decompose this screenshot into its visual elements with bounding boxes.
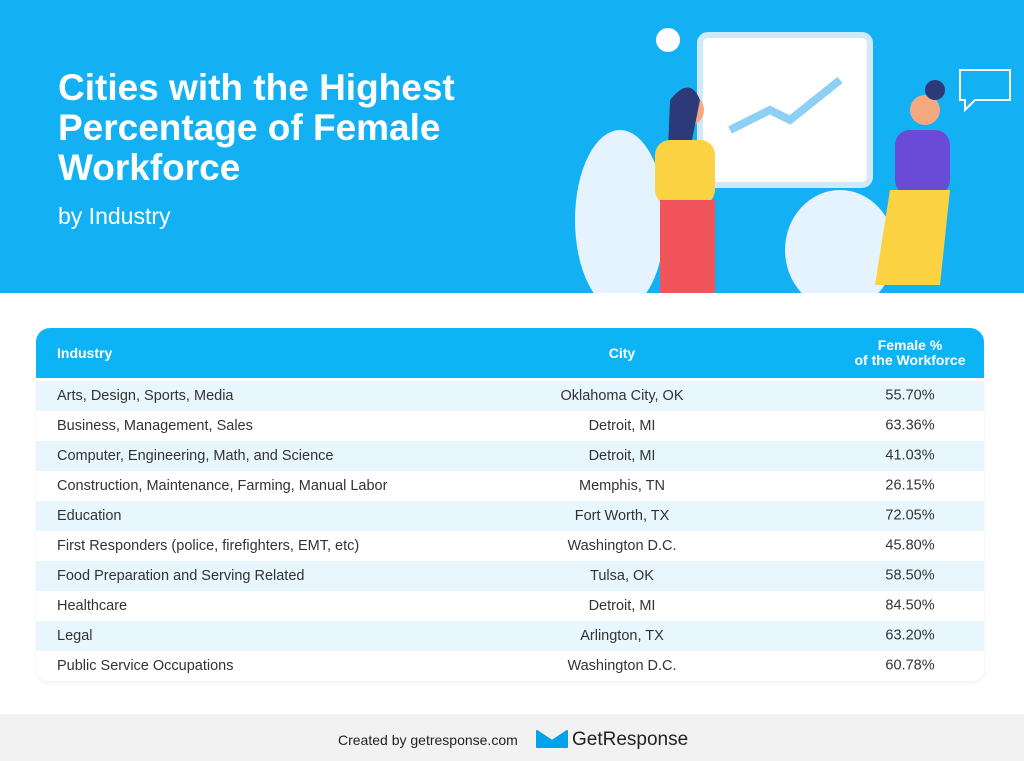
table-row: Arts, Design, Sports, Media Oklahoma City… xyxy=(36,381,984,411)
table-cell: 41.03% xyxy=(885,447,935,464)
header-line: of the Workforce xyxy=(854,352,966,368)
bulb xyxy=(656,28,680,52)
table-cell: Washington D.C. xyxy=(567,538,677,554)
table-cell: 60.78% xyxy=(885,657,935,674)
header-cell: City xyxy=(608,345,636,361)
table-cell: Arts, Design, Sports, Media xyxy=(57,388,234,404)
table-row: Healthcare Detroit, MI 84.50% xyxy=(36,591,984,621)
arrow xyxy=(728,76,843,134)
table-row: Business, Management, Sales Detroit, MI 63… xyxy=(36,411,984,441)
table-row: First Responders (police, firefighters, … xyxy=(36,531,984,561)
table-cell: Business, Management, Sales xyxy=(57,418,253,434)
logo-icon xyxy=(536,730,568,748)
table-cell: First Responders (police, firefighters, … xyxy=(57,538,360,554)
brand: GetResponse xyxy=(572,729,689,750)
shirt xyxy=(895,130,950,195)
table-cell: Washington D.C. xyxy=(567,658,677,674)
header-line: Female % xyxy=(877,337,943,353)
credit: Created by getresponse.com xyxy=(338,732,518,748)
table-row: Legal Arlington, TX 63.20% xyxy=(36,621,984,651)
table-body: Arts, Design, Sports, Media Oklahoma City… xyxy=(36,378,984,681)
whiteboard xyxy=(697,32,873,188)
table-cell: 63.20% xyxy=(885,627,935,644)
table: Industry City Female % of the Workforce A… xyxy=(36,328,984,681)
leaf xyxy=(785,190,895,293)
subtitle: by Industry xyxy=(58,203,171,229)
speech-bubble xyxy=(959,69,1011,113)
table-cell: Public Service Occupations xyxy=(57,658,234,674)
header-cell: Female % of the Workforce xyxy=(855,338,966,368)
table-row: Education Fort Worth, TX 72.05% xyxy=(36,501,984,531)
table-cell: Healthcare xyxy=(57,598,128,614)
table-cell: 58.50% xyxy=(885,567,935,584)
table-row: Public Service Occupations Washington D.C… xyxy=(36,651,984,681)
hero-banner: Cities with the Highest Percentage of Fe… xyxy=(0,0,1024,293)
table-cell: Detroit, MI xyxy=(588,448,656,464)
table-cell: Computer, Engineering, Math, and Science xyxy=(57,448,334,464)
title: Cities with the Highest Percentage of Fe… xyxy=(58,67,455,188)
table-cell: 26.15% xyxy=(885,477,935,494)
illustration xyxy=(575,28,1011,293)
table-cell: Memphis, TN xyxy=(579,478,665,494)
bun xyxy=(925,80,945,100)
table-cell: Arlington, TX xyxy=(580,628,664,644)
table-cell: Oklahoma City, OK xyxy=(560,388,684,404)
table-header: Industry City Female % of the Workforce xyxy=(36,328,984,378)
table-cell: Construction, Maintenance, Farming, Manu… xyxy=(57,478,388,494)
table-cell: Education xyxy=(57,508,122,524)
table-cell: 55.70% xyxy=(885,387,935,404)
table-cell: 45.80% xyxy=(885,537,935,554)
table-cell: Tulsa, OK xyxy=(590,568,654,584)
table-cell: 72.05% xyxy=(885,507,935,524)
table-cell: 84.50% xyxy=(885,597,935,614)
pants xyxy=(660,200,715,293)
table-row: Computer, Engineering, Math, and Science… xyxy=(36,441,984,471)
table-cell: Fort Worth, TX xyxy=(574,508,670,524)
hair xyxy=(668,87,700,150)
footer: Created by getresponse.com GetResponse xyxy=(0,714,1024,761)
shirt xyxy=(655,140,715,205)
header-cell: Industry xyxy=(57,345,113,361)
head xyxy=(910,95,940,125)
skirt xyxy=(875,190,950,285)
table-row: Food Preparation and Serving Related Tuls… xyxy=(36,561,984,591)
table-cell: Legal xyxy=(57,628,93,644)
table-cell: Food Preparation and Serving Related xyxy=(57,568,305,584)
leaf xyxy=(575,130,665,293)
table-row: Construction, Maintenance, Farming, Manu… xyxy=(36,471,984,501)
table-cell: Detroit, MI xyxy=(588,418,656,434)
table-cell: 63.36% xyxy=(885,417,935,434)
table-cell: Detroit, MI xyxy=(588,598,656,614)
